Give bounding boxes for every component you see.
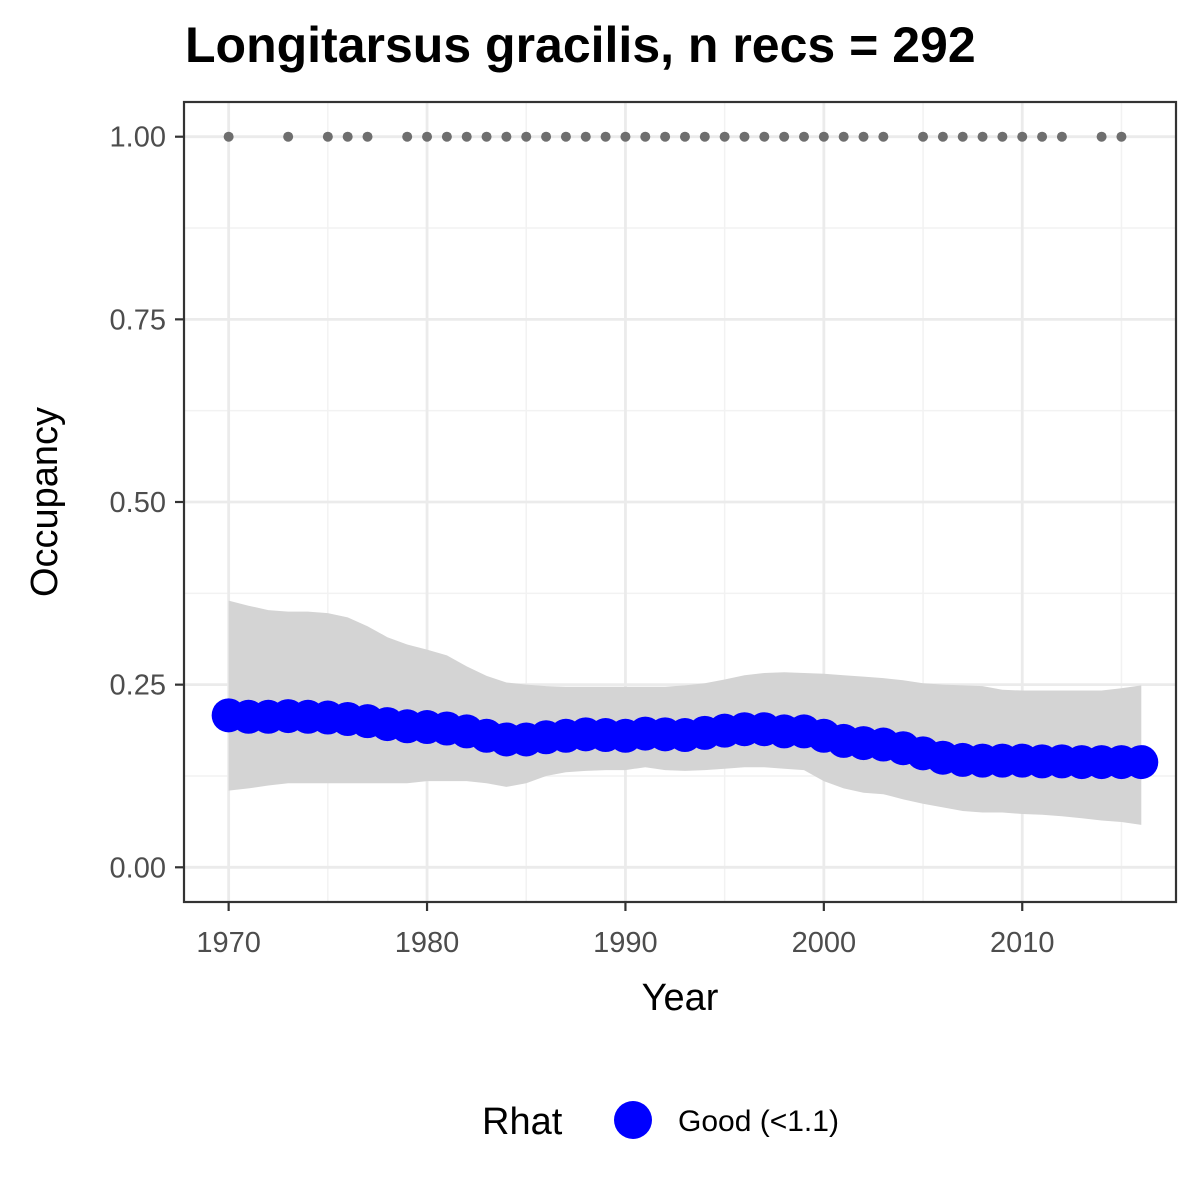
record-point [660,131,671,142]
record-point [1096,131,1107,142]
record-point [977,131,988,142]
record-point [997,131,1008,142]
y-axis-title: Occupancy [24,407,66,597]
record-point [362,131,373,142]
record-point [719,131,730,142]
record-point [679,131,690,142]
record-point [1017,131,1028,142]
record-point [779,131,790,142]
record-point [759,131,770,142]
record-point [342,131,353,142]
record-point [878,131,889,142]
record-point [461,131,472,142]
x-tick-label: 2000 [792,927,857,959]
record-point [283,131,294,142]
record-point [858,131,869,142]
y-tick-label: 0.25 [110,670,166,702]
x-axis: 1970 1980 1990 2000 2010 [196,902,1054,959]
y-tick-label: 0.00 [110,852,166,884]
occupancy-points [211,698,1159,780]
x-tick-label: 1990 [593,927,658,959]
record-point [818,131,829,142]
credible-interval-ribbon [228,600,1142,825]
y-axis: 0.00 0.25 0.50 0.75 1.00 [110,122,184,884]
record-point [521,131,532,142]
record-point [580,131,591,142]
record-point [481,131,492,142]
record-point [600,131,611,142]
record-point [1116,131,1127,142]
x-tick-label: 1980 [395,927,460,959]
record-point [838,131,849,142]
legend-key-good [614,1101,652,1139]
record-point [739,131,750,142]
legend-title: Rhat [482,1101,563,1143]
x-axis-title: Year [642,977,719,1019]
y-tick-label: 1.00 [110,122,166,154]
record-point [799,131,809,142]
y-tick-label: 0.50 [110,487,166,519]
record-point [918,131,929,142]
y-tick-label: 0.75 [110,304,166,336]
record-point [620,131,631,142]
occupancy-point [1124,745,1159,780]
record-point [640,131,651,142]
record-point [957,131,968,142]
x-tick-label: 1970 [196,927,261,959]
record-point [441,131,452,142]
x-tick-label: 2010 [990,927,1055,959]
record-points [223,131,1127,142]
record-point [560,131,571,142]
record-point [501,131,512,142]
record-point [699,131,710,142]
record-point [541,131,552,142]
record-point [322,131,333,142]
record-point [1056,131,1067,142]
legend-label-good: Good (<1.1) [678,1105,839,1138]
record-point [1037,131,1048,142]
record-point [402,131,413,142]
chart-title: Longitarsus gracilis, n recs = 292 [185,17,976,73]
record-point [937,131,948,142]
legend: Rhat Good (<1.1) [482,1101,839,1143]
record-point [422,131,433,142]
record-point [223,131,234,142]
